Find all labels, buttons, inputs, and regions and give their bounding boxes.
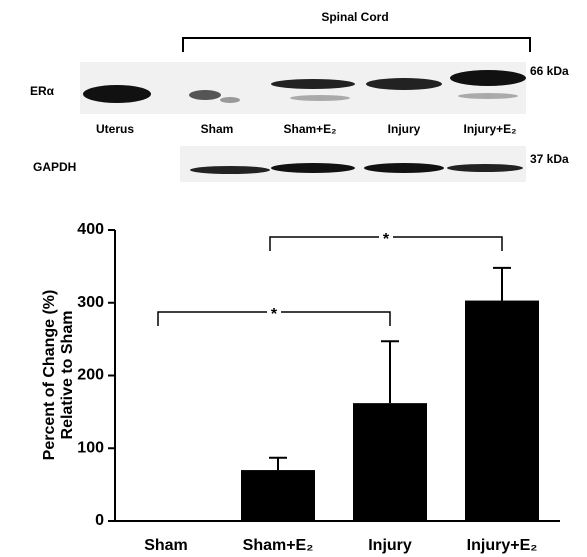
band	[447, 164, 523, 172]
band	[189, 90, 221, 100]
y-axis-label: Percent of Change (%)	[41, 290, 58, 461]
x-tick-label: Sham+E₂	[243, 537, 314, 554]
band	[271, 163, 355, 173]
error-bar	[381, 340, 399, 404]
significance-label: *	[383, 231, 390, 248]
lane-label: Injury	[388, 122, 421, 136]
band	[366, 78, 442, 90]
y-tick-label: 100	[77, 439, 104, 456]
blot-bracket	[182, 37, 531, 52]
y-axis-label: Relative to Sham	[59, 311, 76, 440]
x-tick-label: Injury	[368, 537, 412, 554]
band	[290, 95, 350, 101]
band	[83, 85, 151, 103]
error-bar	[269, 456, 287, 471]
star-bg	[379, 231, 393, 243]
row-size: 66 kDa	[530, 64, 569, 78]
bar	[241, 470, 315, 521]
row-label: ERα	[30, 84, 55, 98]
y-tick-label: 200	[77, 367, 104, 384]
band	[458, 93, 518, 99]
error-bar	[493, 266, 511, 301]
y-tick-label: 300	[77, 294, 104, 311]
x-tick-label: Sham	[144, 537, 188, 554]
band	[450, 70, 526, 86]
y-tick-label: 0	[95, 512, 104, 529]
y-tick-label: 400	[77, 221, 104, 238]
band	[271, 79, 355, 89]
band	[364, 163, 444, 173]
band	[220, 97, 240, 103]
bar	[465, 300, 539, 521]
blot-header: Spinal Cord	[321, 10, 388, 24]
row-label: GAPDH	[33, 160, 76, 174]
band	[190, 166, 270, 174]
x-tick-label: Injury+E₂	[467, 537, 538, 554]
lane-label: Sham+E₂	[283, 122, 336, 136]
lane-label: Injury+E₂	[463, 122, 516, 136]
star-bg	[267, 306, 281, 318]
significance-label: *	[271, 306, 278, 323]
blot: Spinal Cord ERα 66 kDa Uterus Sham Sham+…	[30, 10, 569, 182]
lane-label: Uterus	[96, 122, 134, 136]
row-size: 37 kDa	[530, 152, 569, 166]
blot-strip	[180, 146, 526, 182]
bar	[353, 403, 427, 521]
lane-label: Sham	[201, 122, 234, 136]
